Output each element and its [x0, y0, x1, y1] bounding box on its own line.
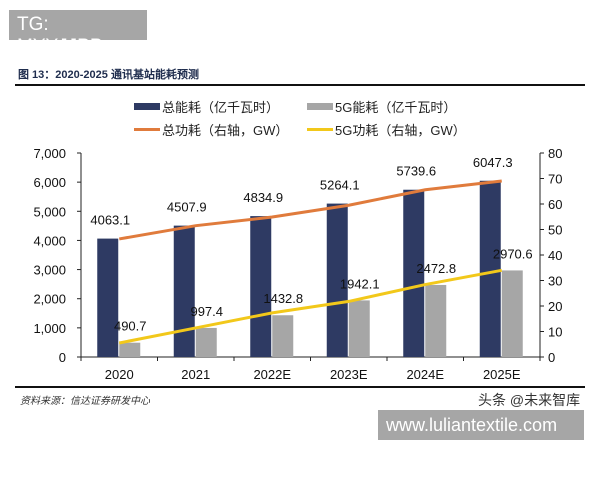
bar-5g-energy	[348, 300, 370, 357]
x-tick-label: 2024E	[406, 367, 444, 382]
bar-total-energy	[97, 238, 119, 357]
left-tick-label: 7,000	[33, 146, 66, 161]
x-tick-label: 2021	[181, 367, 210, 382]
left-tick-label: 0	[59, 350, 66, 365]
bar-total-energy	[403, 189, 425, 357]
left-tick-label: 5,000	[33, 204, 66, 219]
right-tick-label: 20	[548, 299, 562, 314]
x-tick-label: 2020	[105, 367, 134, 382]
right-tick-label: 70	[548, 172, 562, 187]
legend-item-total-power: 总功耗（右轴，GW）	[134, 120, 288, 139]
bar-total-energy	[250, 216, 272, 357]
label-total-energy: 4063.1	[90, 213, 130, 228]
bar-5g-energy	[119, 342, 141, 357]
legend-item-5g-power: 5G功耗（右轴，GW）	[307, 120, 466, 139]
bar-total-energy	[479, 180, 501, 357]
bar-5g-energy	[425, 284, 447, 357]
label-total-energy: 4834.9	[243, 190, 283, 205]
bar-5g-energy	[501, 270, 523, 357]
label-total-energy: 5739.6	[396, 164, 436, 179]
x-tick-label: 2023E	[330, 367, 368, 382]
watermark-top: TG: MYYJJPP	[9, 10, 147, 57]
right-tick-label: 40	[548, 248, 562, 263]
source-note: 资料来源：信达证券研发中心	[20, 396, 150, 407]
right-tick-label: 30	[548, 274, 562, 289]
label-total-energy: 6047.3	[473, 155, 513, 170]
left-tick-label: 1,000	[33, 321, 66, 336]
x-tick-label: 2025E	[483, 367, 521, 382]
bar-total-energy	[173, 225, 195, 357]
line-total-power	[118, 179, 502, 241]
label-5g-energy: 997.4	[190, 304, 223, 319]
left-tick-label: 4,000	[33, 233, 66, 248]
x-tick-label: 2022E	[253, 367, 291, 382]
label-total-energy: 4507.9	[167, 200, 207, 215]
watermark-bottom: www.luliantextile.com	[378, 410, 584, 440]
legend-item-total-energy: 总能耗（亿千瓦时）	[134, 97, 279, 116]
left-tick-label: 3,000	[33, 263, 66, 278]
right-tick-label: 60	[548, 197, 562, 212]
label-5g-energy: 1432.8	[263, 291, 303, 306]
source-rule	[15, 386, 585, 388]
right-tick-label: 50	[548, 223, 562, 238]
watermark-brand: 头条 @未来智库	[478, 392, 581, 408]
bar-5g-energy	[195, 327, 217, 357]
bar-5g-energy	[272, 315, 294, 357]
label-5g-energy: 490.7	[114, 319, 147, 334]
chart-title: 图 13：2020-2025 通讯基站能耗预测	[18, 69, 199, 81]
line-5g-power	[118, 268, 503, 345]
label-5g-energy: 1942.1	[340, 276, 380, 291]
title-rule	[15, 84, 585, 86]
label-5g-energy: 2472.8	[416, 261, 456, 276]
right-tick-label: 0	[548, 350, 555, 365]
left-tick-label: 2,000	[33, 292, 66, 307]
right-tick-label: 10	[548, 325, 562, 340]
bar-total-energy	[326, 203, 348, 357]
right-tick-label: 80	[548, 146, 562, 161]
label-5g-energy: 2970.6	[493, 246, 533, 261]
legend-item-5g-energy: 5G能耗（亿千瓦时）	[307, 97, 456, 116]
left-tick-label: 6,000	[33, 175, 66, 190]
label-total-energy: 5264.1	[320, 178, 360, 193]
